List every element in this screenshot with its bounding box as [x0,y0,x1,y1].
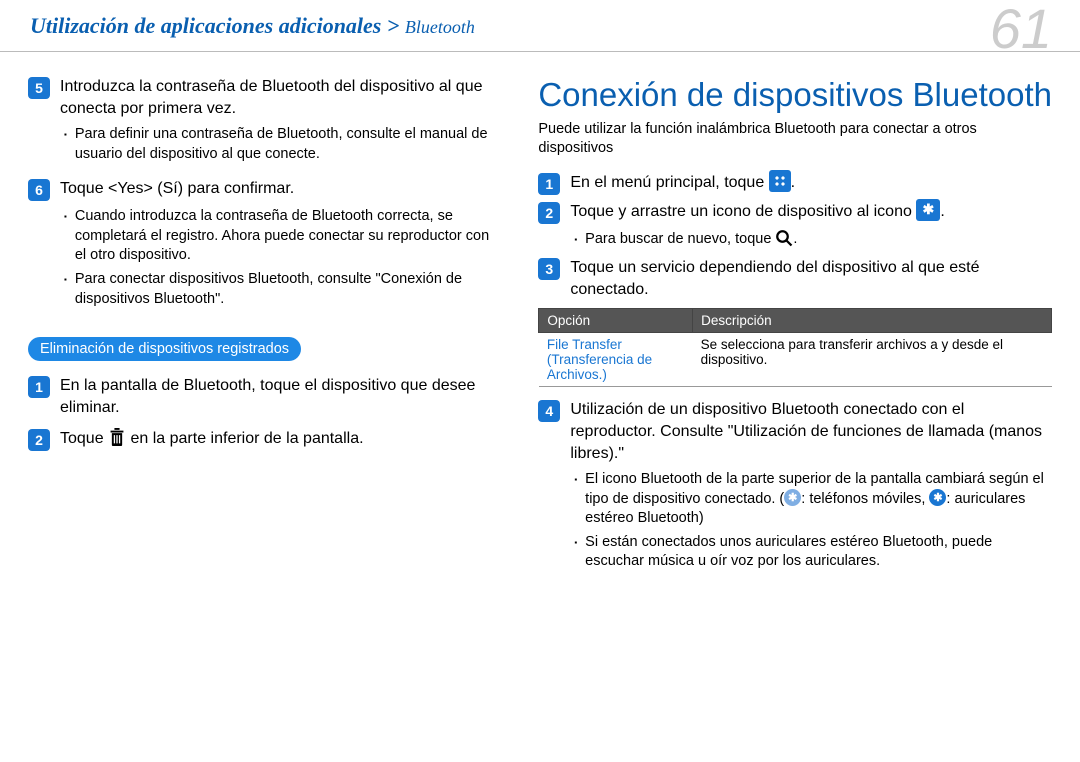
step-number: 4 [538,400,560,422]
bullet-item: Si están conectados unos auriculares est… [574,533,1052,572]
connect-step-4: 4 Utilización de un dispositivo Bluetoot… [538,399,1052,464]
bluetooth-headset-icon: ✱ [929,489,946,506]
delete-step-2: 2 Toque en la parte inferior de la panta… [28,428,498,451]
connect-step-1: 1 En el menú principal, toque . [538,172,1052,195]
bullet-item: Para definir una contraseña de Bluetooth… [64,125,498,164]
section-pill: Eliminación de dispositivos registrados [28,337,301,361]
bullet-item: Cuando introduzca la contraseña de Bluet… [64,207,498,266]
step-text-pre: Toque [60,430,108,447]
options-table: Opción Descripción File Transfer (Transf… [538,308,1052,387]
section-title: Conexión de dispositivos Bluetooth [538,76,1052,114]
page-header: Utilización de aplicaciones adicionales … [0,0,1080,52]
step-text: En la pantalla de Bluetooth, toque el di… [60,375,498,418]
left-column: 5 Introduzca la contraseña de Bluetooth … [28,76,498,586]
step-text: Utilización de un dispositivo Bluetooth … [570,399,1052,464]
step-6-bullets: Cuando introduzca la contraseña de Bluet… [64,207,498,309]
step-5-bullets: Para definir una contraseña de Bluetooth… [64,125,498,164]
table-header-option: Opción [539,309,693,333]
step-number: 1 [538,173,560,195]
bullet-pre: Para buscar de nuevo, toque [585,231,775,247]
connect-step-4-bullets: El icono Bluetooth de la parte superior … [574,470,1052,572]
bullet-item: Para conectar dispositivos Bluetooth, co… [64,270,498,309]
step-text-post: . [791,174,795,191]
step-number: 3 [538,258,560,280]
table-header-row: Opción Descripción [539,309,1052,333]
bullet-text: Para conectar dispositivos Bluetooth, co… [75,270,498,309]
connect-step-2-bullets: Para buscar de nuevo, toque . [574,230,1052,250]
step-5: 5 Introduzca la contraseña de Bluetooth … [28,76,498,119]
bullet-text: Para definir una contraseña de Bluetooth… [75,125,498,164]
step-number: 2 [28,429,50,451]
step-text-pre: En el menú principal, toque [570,174,768,191]
delete-step-1: 1 En la pantalla de Bluetooth, toque el … [28,375,498,418]
step-6: 6 Toque <Yes> (Sí) para confirmar. [28,178,498,201]
bullet-post: . [793,231,797,247]
bullet-mid1: : teléfonos móviles, [801,491,929,507]
search-icon [775,229,793,247]
bluetooth-box-icon: ✱ [916,199,940,221]
section-intro: Puede utilizar la función inalámbrica Bl… [538,120,1052,158]
bullet-item: Para buscar de nuevo, toque . [574,230,1052,250]
bullet-item: El icono Bluetooth de la parte superior … [574,470,1052,529]
bullet-text: Si están conectados unos auriculares est… [585,533,1052,572]
breadcrumb: Utilización de aplicaciones adicionales … [30,13,475,39]
table-header-description: Descripción [693,309,1052,333]
table-row: File Transfer (Transferencia de Archivos… [539,333,1052,387]
connect-step-2: 2 Toque y arrastre un icono de dispositi… [538,201,1052,224]
step-text: Toque y arrastre un icono de dispositivo… [570,201,944,223]
bullet-text: Para buscar de nuevo, toque . [585,230,797,250]
step-text: Toque en la parte inferior de la pantall… [60,428,364,450]
step-text: Toque un servicio dependiendo del dispos… [570,257,1052,300]
menu-grid-icon [769,170,791,192]
table-cell-description: Se selecciona para transferir archivos a… [693,333,1052,387]
step-text: En el menú principal, toque . [570,172,795,194]
step-text: Toque <Yes> (Sí) para confirmar. [60,178,294,200]
content-area: 5 Introduzca la contraseña de Bluetooth … [0,52,1080,596]
step-text-post: en la parte inferior de la pantalla. [126,430,363,447]
table-cell-option: File Transfer (Transferencia de Archivos… [539,333,693,387]
trash-icon [109,428,125,446]
step-number: 1 [28,376,50,398]
breadcrumb-main: Utilización de aplicaciones adicionales … [30,13,405,38]
step-number: 2 [538,202,560,224]
right-column: Conexión de dispositivos Bluetooth Puede… [538,76,1052,586]
step-text-pre: Toque y arrastre un icono de dispositivo… [570,203,916,220]
bluetooth-phone-icon: ✱ [784,489,801,506]
page-number: 61 [990,0,1052,61]
bullet-text: Cuando introduzca la contraseña de Bluet… [75,207,498,266]
connect-step-3: 3 Toque un servicio dependiendo del disp… [538,257,1052,300]
step-text: Introduzca la contraseña de Bluetooth de… [60,76,498,119]
breadcrumb-sub: Bluetooth [405,17,475,37]
step-number: 6 [28,179,50,201]
bullet-text: El icono Bluetooth de la parte superior … [585,470,1052,529]
step-text-post: . [940,203,944,220]
step-number: 5 [28,77,50,99]
